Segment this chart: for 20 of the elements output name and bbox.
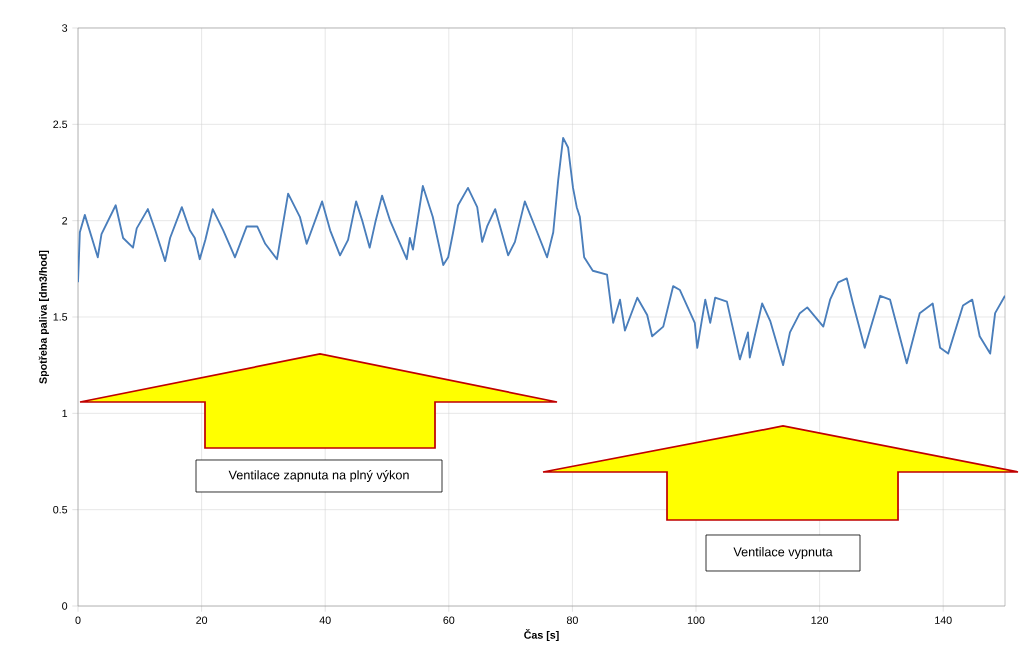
x-tick-label: 80 — [566, 616, 578, 624]
x-tick-label: 120 — [811, 616, 829, 624]
y-tick-label: 3 — [62, 24, 68, 32]
y-tick-label: 1 — [62, 409, 68, 417]
x-tick-label: 60 — [443, 616, 455, 624]
y-axis-title: Spotřeba paliva [dm3/hod] — [38, 250, 49, 384]
y-tick-label: 0 — [62, 602, 68, 610]
line-series — [78, 136, 1006, 367]
x-tick-label: 0 — [75, 616, 81, 624]
x-axis-title: Čas [s] — [524, 629, 559, 641]
x-tick-label: 20 — [196, 616, 208, 624]
y-tick-label: 0.5 — [53, 505, 68, 514]
annotation: Ventilace zapnuta na plný výkon — [228, 470, 409, 482]
y-tick-label: 2.5 — [53, 120, 68, 129]
y-tick-label: 1.5 — [53, 313, 68, 321]
annotation: Ventilace vypnuta — [733, 547, 833, 559]
x-tick-label: 140 — [935, 616, 952, 624]
x-tick-label: 100 — [687, 616, 705, 624]
y-tick-label: 2 — [62, 216, 68, 225]
x-tick-label: 40 — [319, 616, 331, 624]
